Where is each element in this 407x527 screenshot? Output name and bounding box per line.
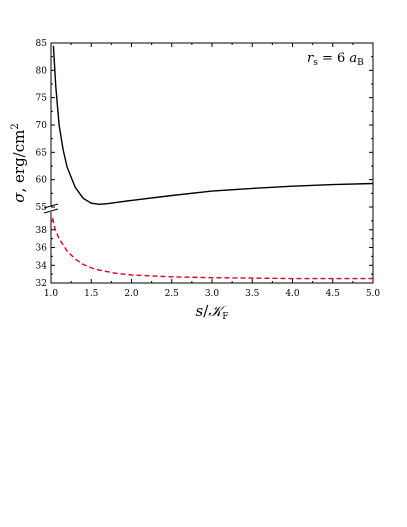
y-tick-label-lower: 32 [36, 279, 47, 289]
x-tick-label: 1.5 [84, 289, 99, 299]
y-tick-label-lower: 36 [36, 244, 48, 254]
y-tick-label-upper: 55 [36, 203, 48, 213]
x-axis-title: s/𝒦F [196, 302, 229, 322]
axis-break-mark-left-a [43, 203, 59, 209]
axis-break-gap-left [46, 206, 56, 212]
x-tick-label: 3.0 [205, 289, 220, 299]
series-line-dashed [51, 218, 373, 280]
series-line-solid [52, 45, 374, 206]
y-tick-label-upper: 65 [36, 148, 48, 158]
x-tick-label: 3.5 [245, 289, 260, 299]
y-tick-label-upper: 60 [36, 176, 48, 186]
y-tick-label-upper: 85 [36, 39, 48, 49]
y-tick-label-lower: 38 [36, 226, 48, 236]
axis-break-mark-left-b [43, 208, 59, 214]
y-axis-title: σ, erg/cm2 [10, 123, 28, 203]
x-tick-label: 2.0 [124, 289, 139, 299]
x-tick-label: 4.0 [285, 289, 300, 299]
x-tick-label: 4.5 [326, 289, 341, 299]
x-tick-label: 1.0 [44, 289, 59, 299]
y-tick-label-lower: 34 [36, 261, 48, 271]
x-tick-label: 5.0 [366, 289, 381, 299]
ticks-layer: 1.0 1.5 2.0 2.5 3.0 3.5 4.0 4.5 5.0 55 60 65 70 75 80 8… [36, 39, 381, 299]
y-tick-label-upper: 80 [36, 66, 48, 76]
x-tick-label: 2.5 [165, 289, 180, 299]
plot-frame [50, 42, 374, 284]
y-tick-label-upper: 70 [36, 121, 48, 131]
y-tick-label-upper: 75 [36, 94, 48, 104]
series-layer [51, 45, 374, 280]
chart-annotation: rs = 6 aB [307, 51, 364, 68]
